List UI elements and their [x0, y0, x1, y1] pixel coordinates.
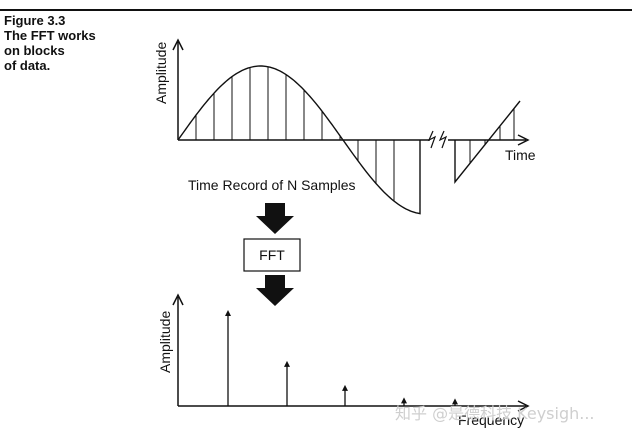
spectral-line-arrowhead [342, 384, 348, 391]
axis-break-mark-right [438, 130, 448, 149]
caption-line-1: Figure 3.3 [4, 13, 66, 28]
sampled-waveform [177, 65, 421, 215]
spectral-line-arrowhead [284, 360, 290, 367]
fft-process: FFT [243, 203, 301, 306]
time-plot: Amplitude Time Time Record of N Samples [153, 38, 536, 215]
watermark: 知乎 @是德科技 Keysigh... [395, 404, 595, 423]
figure-caption: Figure 3.3 The FFT works on blocks of da… [4, 13, 114, 73]
down-arrow-1 [256, 203, 294, 234]
frequency-plot-y-arrowhead [172, 293, 184, 306]
frequency-plot-x-arrowhead [517, 400, 530, 412]
spectral-line-arrowhead [452, 398, 458, 405]
frequency-plot: Amplitude Frequency [157, 293, 530, 428]
time-plot-xlabel: Time [505, 147, 536, 163]
caption-line-4: of data. [4, 58, 51, 73]
caption-line-2: The FFT works [4, 28, 96, 43]
sampled-waveform-continuation [454, 100, 521, 184]
spectral-line-arrowhead [225, 310, 231, 316]
fft-box-label: FFT [259, 247, 285, 263]
frequency-plot-ylabel: Amplitude [157, 311, 173, 373]
caption-line-3: on blocks [4, 43, 65, 58]
time-plot-ylabel: Amplitude [153, 42, 169, 104]
time-record-label: Time Record of N Samples [188, 177, 356, 193]
spectral-line-arrowhead [401, 397, 407, 404]
fft-box [243, 238, 301, 272]
frequency-plot-xlabel: Frequency [458, 412, 524, 428]
down-arrow-2 [256, 275, 294, 306]
time-plot-x-arrowhead [517, 134, 530, 146]
axis-break-mark-left [427, 130, 437, 149]
time-plot-y-arrowhead [172, 38, 184, 51]
spectral-lines [225, 310, 458, 406]
top-rule [0, 9, 632, 11]
sample-lines [195, 66, 515, 202]
